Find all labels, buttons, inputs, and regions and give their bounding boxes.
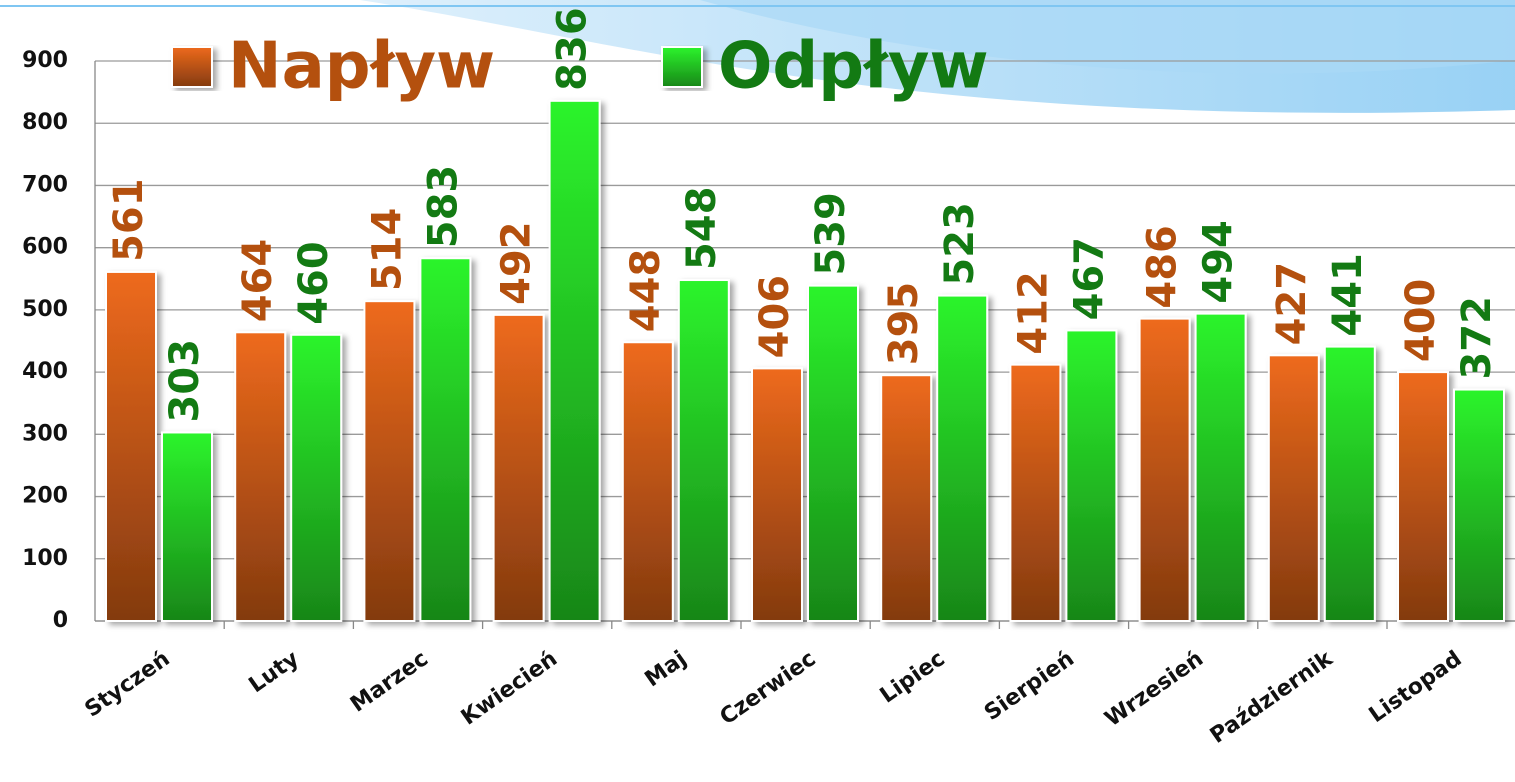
data-label: 561: [106, 178, 152, 262]
bar: [1065, 329, 1118, 622]
legend-label: Napływ: [228, 30, 495, 104]
x-tick-label: Listopad: [1365, 646, 1467, 728]
x-tick-label: Kwiecień: [457, 646, 562, 730]
bar: [880, 374, 933, 622]
legend-label: Odpływ: [718, 30, 989, 104]
bar: [1323, 345, 1376, 622]
legend-swatch: [661, 46, 703, 88]
data-label: 523: [937, 202, 983, 285]
background-swoosh: [700, 0, 1515, 74]
x-tick-label: Luty: [245, 646, 304, 698]
y-tick-label: 300: [22, 421, 68, 446]
bar: [105, 270, 157, 622]
bar: [936, 294, 989, 622]
data-label: 494: [1196, 220, 1242, 304]
x-tick-label: Lipiec: [876, 646, 950, 708]
data-label: 400: [1398, 279, 1444, 363]
y-tick-label: 0: [53, 608, 68, 633]
x-tick-label: Czerwiec: [716, 646, 821, 730]
legend-swatch: [171, 46, 213, 88]
data-label: 514: [364, 208, 410, 292]
x-tick-label: Maj: [641, 646, 692, 692]
data-label: 303: [162, 339, 208, 423]
y-tick-label: 200: [22, 484, 68, 509]
data-label: 539: [808, 192, 854, 276]
data-label: 427: [1269, 262, 1315, 346]
bar: [1397, 371, 1449, 622]
bar: [419, 257, 472, 622]
data-label: 467: [1066, 237, 1112, 321]
data-label: 460: [291, 241, 337, 325]
x-tick-label: Wrzesień: [1101, 646, 1208, 732]
data-label: 372: [1454, 296, 1500, 380]
x-tick-label: Październik: [1206, 646, 1339, 749]
x-tick-label: Styczeń: [81, 646, 175, 722]
data-label: 836: [550, 7, 596, 91]
data-label: 583: [420, 165, 466, 249]
y-tick-label: 900: [22, 48, 68, 73]
bar: [290, 333, 343, 622]
y-tick-label: 500: [22, 297, 68, 322]
bar: [492, 313, 545, 622]
data-label: 486: [1140, 225, 1186, 309]
bar: [1267, 354, 1320, 622]
bar: [363, 300, 416, 622]
bar: [1009, 363, 1062, 622]
y-tick-label: 100: [22, 546, 68, 571]
bar: [1194, 312, 1247, 622]
bar: [751, 367, 803, 622]
y-tick-label: 600: [22, 235, 68, 260]
data-label: 464: [235, 239, 281, 323]
bar: [548, 99, 601, 623]
data-label: 548: [679, 187, 725, 271]
data-label: 441: [1325, 253, 1371, 337]
bar: [677, 279, 730, 622]
data-label: 406: [752, 275, 798, 359]
bar: [161, 431, 213, 623]
bar: [234, 331, 287, 622]
data-label: 492: [494, 221, 540, 305]
bar: [807, 284, 859, 622]
data-label: 395: [881, 282, 927, 366]
y-tick-label: 400: [22, 359, 68, 384]
data-label: 412: [1010, 271, 1056, 355]
x-tick-label: Marzec: [346, 646, 433, 717]
bar: [1138, 317, 1191, 622]
bar: [621, 341, 674, 622]
x-tick-label: Sierpień: [980, 646, 1079, 726]
bar: [1453, 388, 1505, 622]
y-tick-label: 700: [22, 172, 68, 197]
data-label: 448: [623, 249, 669, 333]
y-tick-label: 800: [22, 110, 68, 135]
